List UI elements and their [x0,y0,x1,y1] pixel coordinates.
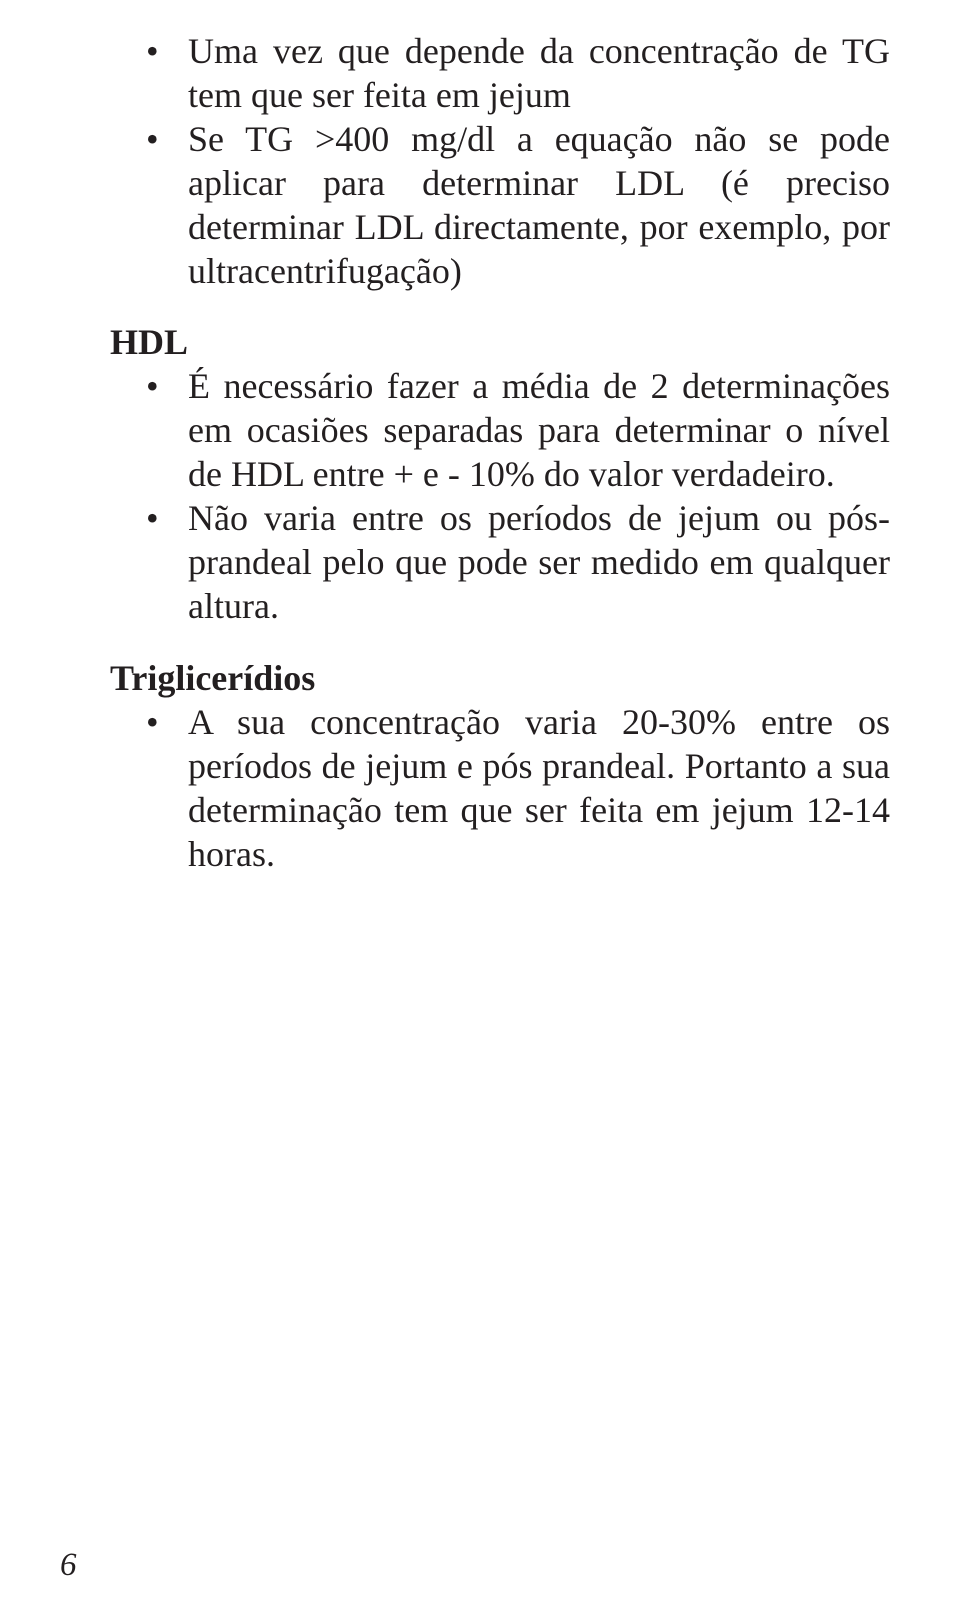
section1-list: Uma vez que depende da concentração de T… [110,30,890,293]
page-container: Uma vez que depende da concentração de T… [0,0,960,1620]
section2-heading: HDL [110,321,890,363]
list-item: Se TG >400 mg/dl a equação não se pode a… [188,118,890,294]
list-item: Não varia entre os períodos de jejum ou … [188,497,890,629]
page-number: 6 [60,1547,77,1584]
list-item: Uma vez que depende da concentração de T… [188,30,890,118]
list-item: A sua concentração varia 20-30% entre os… [188,701,890,877]
section3-heading: Triglicerídios [110,657,890,699]
section3-list: A sua concentração varia 20-30% entre os… [110,701,890,877]
section2-list: É necessário fazer a média de 2 determin… [110,365,890,628]
list-item: É necessário fazer a média de 2 determin… [188,365,890,497]
